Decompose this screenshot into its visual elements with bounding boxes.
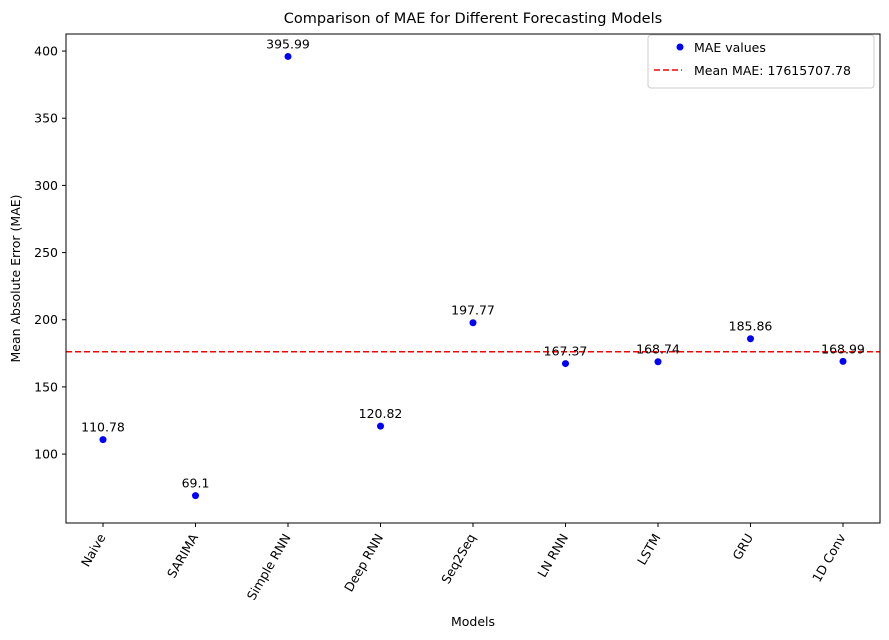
plot-frame xyxy=(65,33,881,524)
data-label: 395.99 xyxy=(266,36,310,51)
legend-scatter-label: MAE values xyxy=(694,40,766,55)
x-tick-label: Simple RNN xyxy=(244,531,294,603)
data-point xyxy=(747,335,754,343)
x-tick-label: LN RNN xyxy=(534,531,571,580)
chart-title: Comparison of MAE for Different Forecast… xyxy=(284,11,662,27)
y-tick-label: 100 xyxy=(34,447,58,462)
data-point xyxy=(839,357,847,365)
data-label: 110.78 xyxy=(81,420,125,435)
data-label: 168.99 xyxy=(821,341,865,356)
data-point xyxy=(377,422,384,430)
y-axis: 100 150 200 250 300 350 400 xyxy=(34,44,66,462)
y-tick-label: 200 xyxy=(34,312,58,327)
x-tick-label: Deep RNN xyxy=(341,531,386,594)
data-point xyxy=(654,358,662,366)
x-tick-label: LSTM xyxy=(634,531,664,567)
data-labels-layer: 110.78 69.1 395.99 120.82 197.77 167.37 168.74… xyxy=(81,36,865,490)
data-label: 168.74 xyxy=(636,342,680,357)
legend: MAE values Mean MAE: 17615707.78 xyxy=(647,34,875,89)
plot-area xyxy=(66,34,880,523)
x-axis-label: Models xyxy=(451,614,495,629)
x-axis: Naive SARIMA Simple RNN Deep RNN Seq2Seq LN R… xyxy=(78,523,849,603)
x-tick-label: GRU xyxy=(729,531,756,562)
data-label: 167.37 xyxy=(544,344,588,359)
y-tick-label: 250 xyxy=(34,245,58,260)
data-point xyxy=(469,319,477,327)
legend-mean-label: Mean MAE: 17615707.78 xyxy=(694,63,851,78)
data-point xyxy=(562,360,569,368)
data-point xyxy=(192,492,199,500)
x-tick-label: Naive xyxy=(78,531,109,570)
legend-box xyxy=(647,34,875,89)
data-label: 197.77 xyxy=(451,303,495,318)
data-label: 185.86 xyxy=(729,319,773,334)
x-tick-label: SARIMA xyxy=(164,531,201,581)
y-tick-label: 150 xyxy=(34,379,58,394)
points-layer xyxy=(99,52,847,500)
y-tick-label: 300 xyxy=(34,178,58,193)
legend-scatter-marker xyxy=(676,43,684,51)
x-tick-label: Seq2Seq xyxy=(438,531,479,586)
data-label: 69.1 xyxy=(182,476,210,491)
y-axis-label: Mean Absolute Error (MAE) xyxy=(8,194,23,362)
data-point xyxy=(284,52,292,60)
y-tick-label: 400 xyxy=(34,44,58,59)
x-tick-label: 1D Conv xyxy=(809,530,849,584)
data-point xyxy=(99,436,107,444)
data-label: 120.82 xyxy=(359,406,403,421)
y-tick-label: 350 xyxy=(34,111,58,126)
